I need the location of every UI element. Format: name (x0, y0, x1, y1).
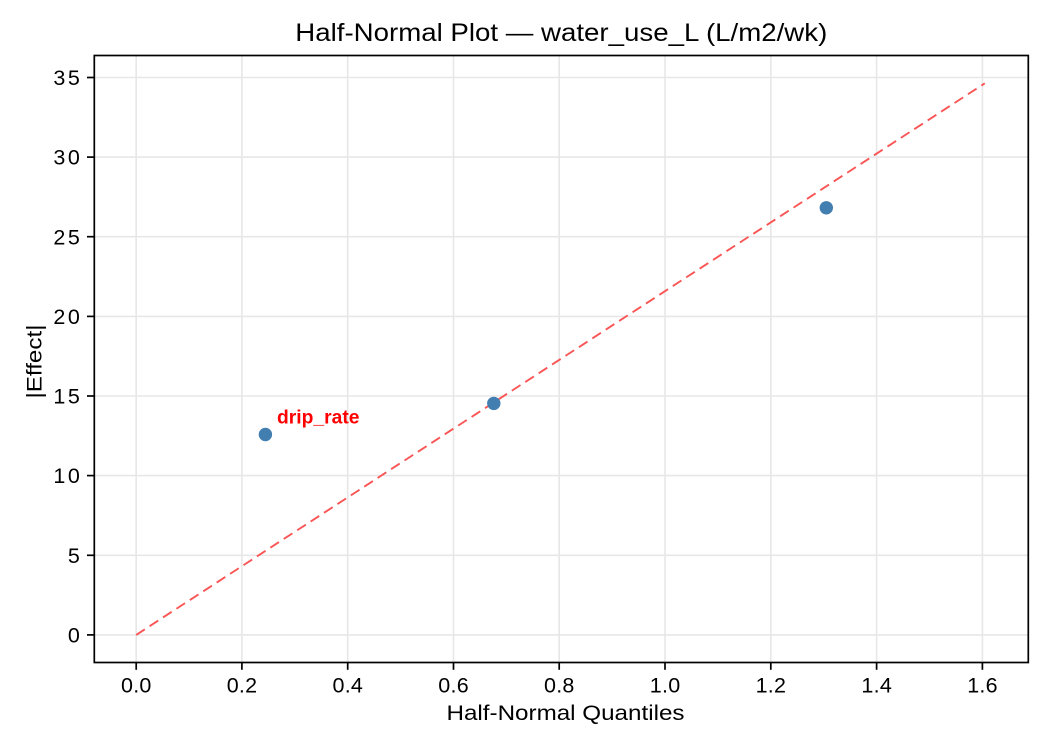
svg-text:1.0: 1.0 (650, 674, 680, 698)
svg-text:0.6: 0.6 (438, 674, 468, 698)
svg-text:0.4: 0.4 (333, 674, 363, 698)
svg-text:1.4: 1.4 (861, 674, 891, 698)
svg-text:Half-Normal Plot — water_use_L: Half-Normal Plot — water_use_L (L/m2/wk) (295, 19, 827, 47)
svg-text:|Effect|: |Effect| (23, 325, 47, 399)
svg-text:0: 0 (68, 624, 80, 648)
svg-text:Half-Normal Quantiles: Half-Normal Quantiles (447, 701, 685, 725)
svg-text:drip_rate: drip_rate (277, 407, 360, 429)
svg-text:5: 5 (68, 544, 80, 568)
svg-text:0.2: 0.2 (227, 674, 257, 698)
svg-text:0.8: 0.8 (544, 674, 574, 698)
svg-text:1.6: 1.6 (967, 674, 997, 698)
svg-text:1.2: 1.2 (756, 674, 786, 698)
svg-text:0.0: 0.0 (121, 674, 151, 698)
